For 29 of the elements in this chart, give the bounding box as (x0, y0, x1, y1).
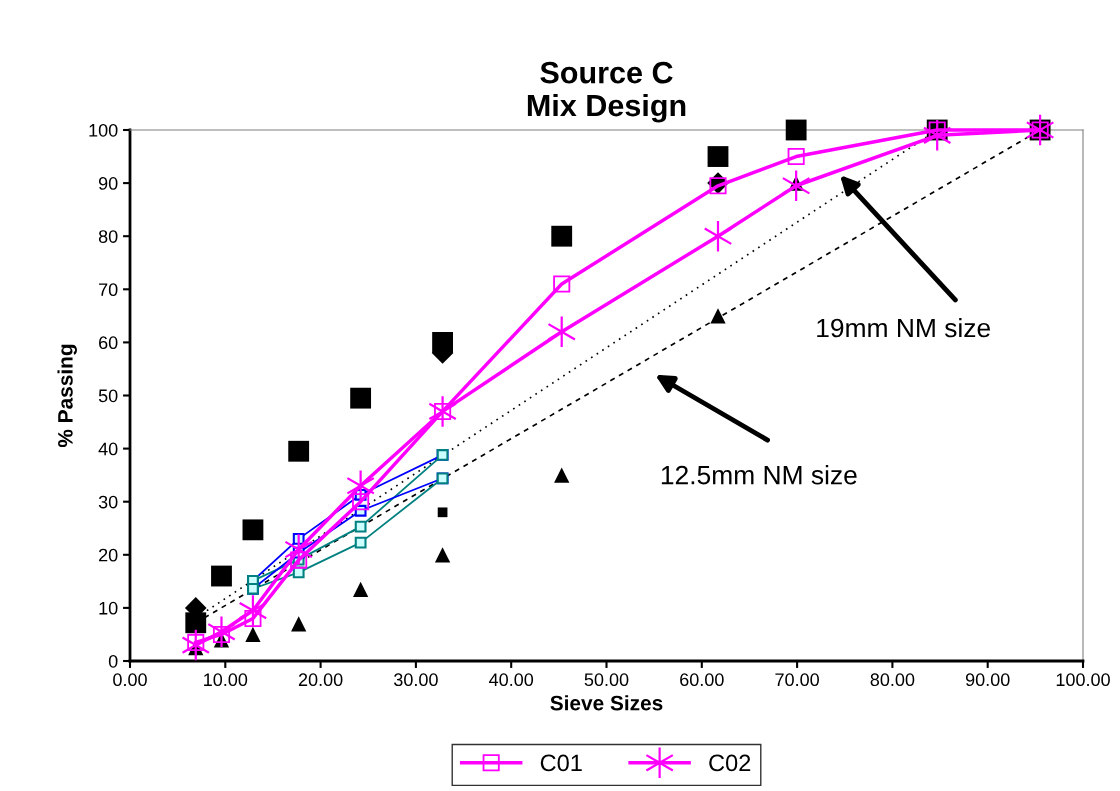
x-tick-label: 0.00 (113, 673, 147, 687)
y-tick-label: 20 (99, 548, 118, 562)
y-tick-label: 60 (99, 336, 118, 350)
annotation: 19mm NM size (817, 317, 990, 338)
x-tick-label: 10.00 (204, 673, 248, 687)
y-tick-label: 80 (98, 230, 118, 243)
legend-label: C01 (540, 754, 582, 772)
x-tick-label: 30.00 (394, 673, 438, 687)
y-tick-label: 50 (98, 389, 118, 403)
x-tick-label: 100.00 (1056, 673, 1110, 687)
x-tick-label: 50.00 (584, 673, 629, 687)
y-tick-label: 30 (98, 495, 118, 509)
x-tick-label: 40.00 (489, 673, 534, 687)
y-tick-label: 10 (99, 601, 118, 615)
chart-title: Source C Mix Design (527, 61, 686, 123)
x-axis-title: Sieve Sizes (550, 695, 663, 711)
x-tick-label: 80.00 (870, 673, 915, 687)
y-tick-label: 70 (99, 283, 118, 297)
y-tick-label: 90 (98, 177, 118, 190)
x-tick-label: 60.00 (680, 673, 724, 687)
legend-label: C02 (709, 754, 751, 772)
x-tick-label: 20.00 (298, 673, 343, 687)
y-tick-label: 0 (108, 654, 118, 668)
x-tick-label: 90.00 (965, 673, 1010, 687)
y-tick-label: 100 (89, 123, 118, 137)
y-axis-title: % Passing (57, 344, 77, 448)
x-tick-label: 70.00 (775, 673, 819, 687)
y-tick-label: 40 (98, 442, 118, 456)
annotation: 12.5mm NM size (661, 465, 857, 485)
